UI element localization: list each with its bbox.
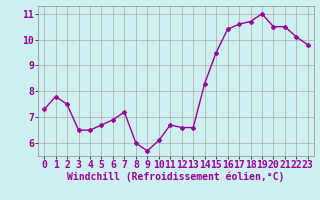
X-axis label: Windchill (Refroidissement éolien,°C): Windchill (Refroidissement éolien,°C) — [67, 172, 285, 182]
